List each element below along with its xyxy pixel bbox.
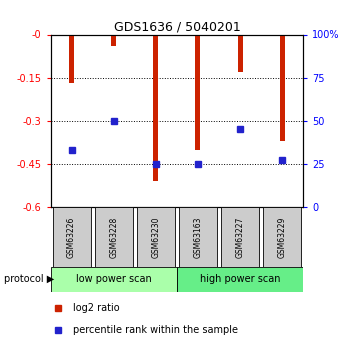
- Bar: [263, 207, 301, 267]
- Text: protocol ▶: protocol ▶: [4, 275, 54, 284]
- Text: GSM63163: GSM63163: [193, 216, 203, 258]
- Bar: [69, 34, 74, 83]
- Bar: [238, 34, 243, 72]
- Bar: [53, 207, 91, 267]
- Text: log2 ratio: log2 ratio: [73, 303, 120, 313]
- Text: GSM63229: GSM63229: [278, 217, 287, 258]
- Text: GSM63230: GSM63230: [151, 216, 160, 258]
- Bar: [221, 207, 259, 267]
- Text: percentile rank within the sample: percentile rank within the sample: [73, 325, 238, 335]
- Text: GSM63228: GSM63228: [109, 217, 118, 258]
- Bar: [280, 34, 285, 141]
- Title: GDS1636 / 5040201: GDS1636 / 5040201: [113, 20, 240, 33]
- Text: high power scan: high power scan: [200, 275, 280, 284]
- Bar: [153, 34, 158, 181]
- Text: GSM63226: GSM63226: [67, 217, 76, 258]
- Text: GSM63227: GSM63227: [236, 217, 244, 258]
- Bar: [177, 267, 303, 292]
- Bar: [179, 207, 217, 267]
- Bar: [51, 267, 177, 292]
- Bar: [195, 34, 200, 149]
- Bar: [95, 207, 133, 267]
- Bar: [111, 34, 116, 46]
- Bar: [137, 207, 175, 267]
- Text: low power scan: low power scan: [76, 275, 152, 284]
